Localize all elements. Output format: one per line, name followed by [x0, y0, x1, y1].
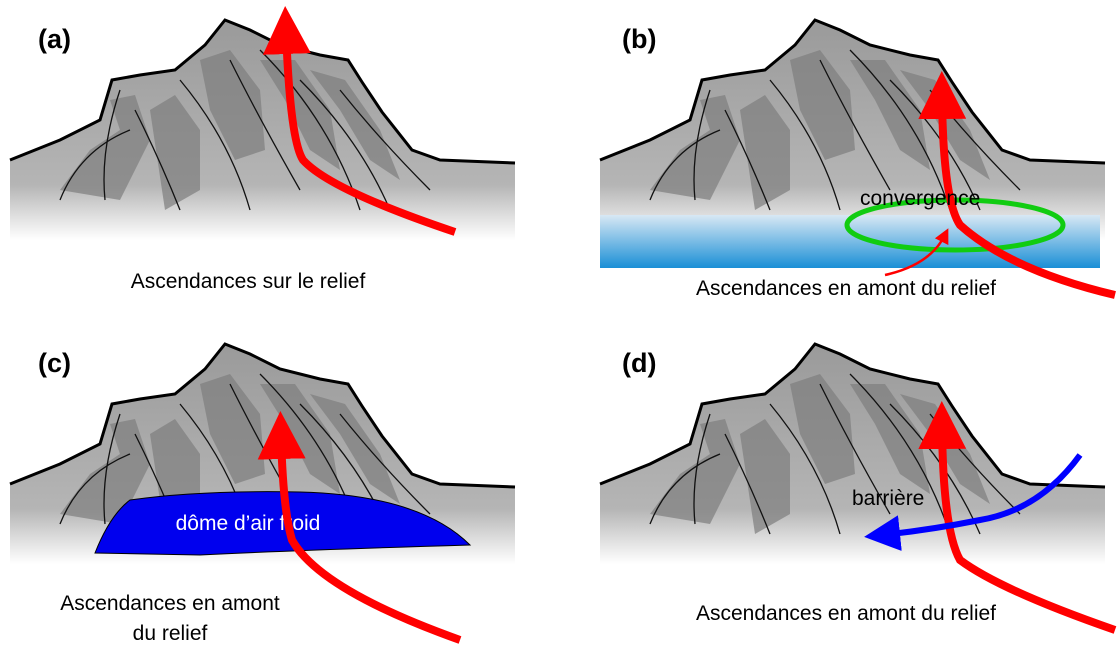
panel-a: (a) Ascendances sur le relief: [8, 6, 517, 293]
convergence-zone: [844, 197, 1066, 253]
panel-label: (d): [622, 348, 656, 378]
panel-d: (d) barrière Ascendances en amont du rel…: [598, 342, 1117, 634]
caption: Ascendances en amont: [60, 592, 280, 615]
small-arrow: [884, 228, 949, 277]
annotation: barrière: [852, 487, 924, 510]
panel-label: (b): [622, 24, 656, 54]
air-flow: [918, 71, 1116, 299]
mountain: [598, 342, 1107, 566]
air-flow: [918, 401, 1117, 634]
caption: Ascendances sur le relief: [131, 270, 366, 293]
panel-label: (c): [38, 348, 71, 378]
cold-air-dome: [94, 491, 472, 556]
annotation: convergence: [860, 187, 980, 210]
mountain: [8, 18, 517, 242]
panel-c: (c) dôme d’air froid Ascendances en amon…: [8, 342, 517, 645]
annotation: dôme d’air froid: [176, 512, 321, 535]
panel-b: (b) convergence Ascendances en amont du …: [598, 18, 1116, 300]
barrier-flow: [864, 453, 1083, 552]
caption: du relief: [133, 622, 208, 645]
panel-label: (a): [38, 24, 71, 54]
air-flow: [262, 6, 457, 236]
caption: Ascendances en amont du relief: [696, 602, 996, 625]
air-flow: [257, 411, 462, 644]
caption: Ascendances en amont du relief: [696, 277, 996, 300]
